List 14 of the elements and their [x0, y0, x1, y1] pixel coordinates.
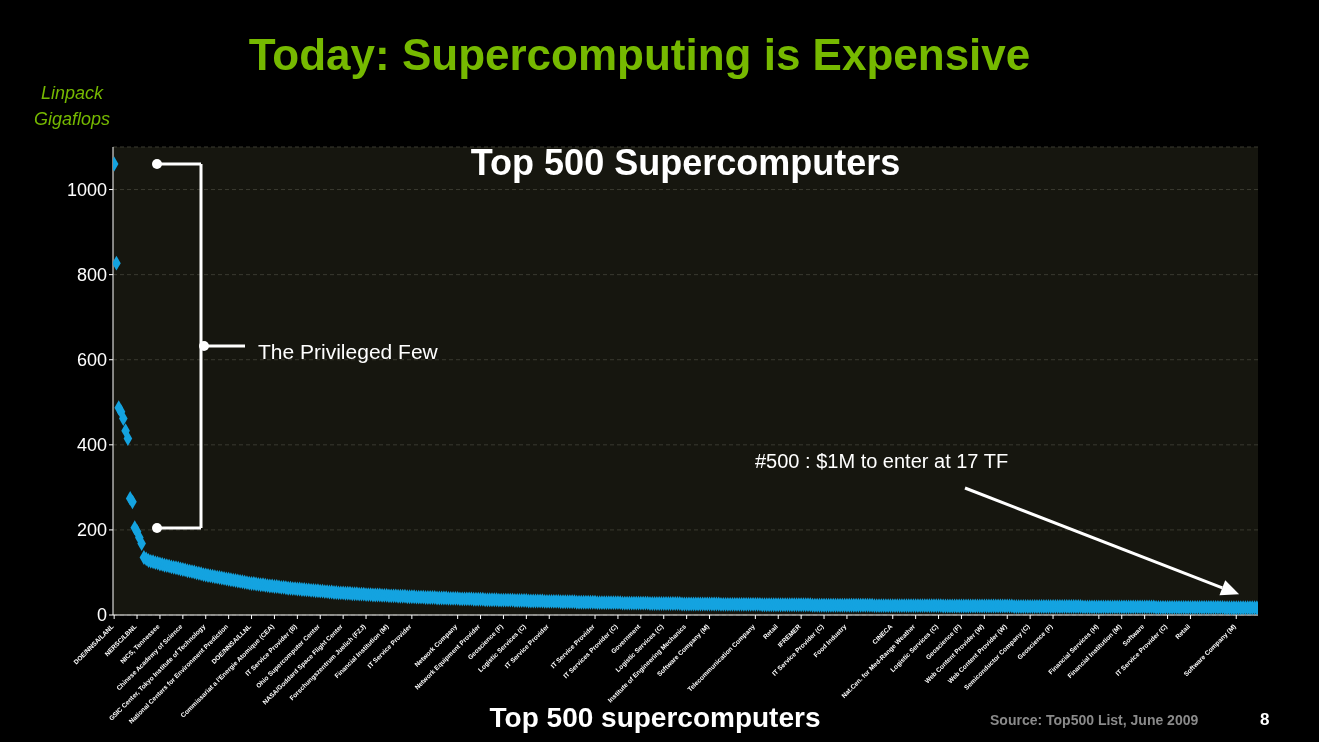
source-note: Source: Top500 List, June 2009 — [990, 712, 1199, 728]
chart-subtitle: Top 500 Supercomputers — [469, 142, 902, 184]
x-axis-title: Top 500 supercomputers — [488, 702, 822, 734]
annotation: The Privileged Few — [258, 340, 438, 364]
y-tick-label: 800 — [76, 265, 107, 286]
y-tick-label: 200 — [76, 520, 107, 541]
text: 8 — [1260, 710, 1270, 730]
chart-title: Today: Supercomputing is Expensive — [247, 30, 1032, 80]
y-axis-title: Linpack Gigaflops — [32, 82, 111, 131]
y-tick-label: 1000 — [66, 179, 107, 200]
y-tick-label: 600 — [76, 350, 107, 371]
y-tick-label: 0 — [96, 605, 107, 626]
annotation: #500 : $1M to enter at 17 TF — [755, 450, 1009, 473]
y-tick-label: 400 — [76, 435, 107, 456]
